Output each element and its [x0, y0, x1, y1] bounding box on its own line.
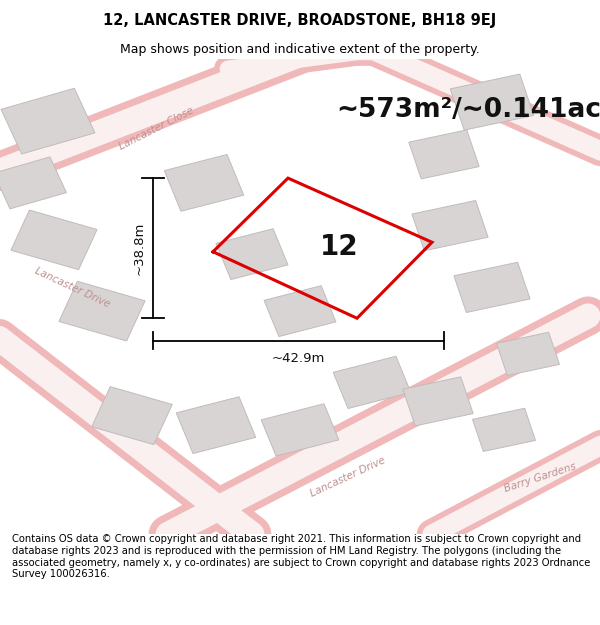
Polygon shape: [496, 332, 560, 376]
Polygon shape: [450, 74, 534, 130]
Text: ~42.9m: ~42.9m: [272, 352, 325, 366]
Polygon shape: [216, 229, 288, 279]
Text: 12: 12: [320, 233, 358, 261]
Polygon shape: [59, 281, 145, 341]
Text: Lancaster Drive: Lancaster Drive: [309, 456, 387, 499]
Polygon shape: [409, 130, 479, 179]
Text: Contains OS data © Crown copyright and database right 2021. This information is : Contains OS data © Crown copyright and d…: [12, 534, 590, 579]
Polygon shape: [403, 377, 473, 426]
Text: ~38.8m: ~38.8m: [133, 221, 146, 275]
Text: ~573m²/~0.141ac.: ~573m²/~0.141ac.: [336, 98, 600, 123]
Text: 12, LANCASTER DRIVE, BROADSTONE, BH18 9EJ: 12, LANCASTER DRIVE, BROADSTONE, BH18 9E…: [103, 13, 497, 28]
Polygon shape: [264, 286, 336, 336]
Polygon shape: [1, 88, 95, 154]
Text: Lancaster Drive: Lancaster Drive: [33, 266, 111, 309]
Polygon shape: [261, 404, 339, 456]
Polygon shape: [412, 201, 488, 251]
Polygon shape: [472, 408, 536, 451]
Polygon shape: [11, 210, 97, 270]
Text: Barry Gardens: Barry Gardens: [503, 461, 577, 494]
Polygon shape: [454, 262, 530, 312]
Polygon shape: [0, 157, 67, 209]
Polygon shape: [333, 356, 411, 409]
Polygon shape: [92, 387, 172, 444]
Text: Lancaster Close: Lancaster Close: [117, 105, 195, 151]
Text: Map shows position and indicative extent of the property.: Map shows position and indicative extent…: [120, 42, 480, 56]
Polygon shape: [164, 154, 244, 211]
Polygon shape: [176, 397, 256, 454]
